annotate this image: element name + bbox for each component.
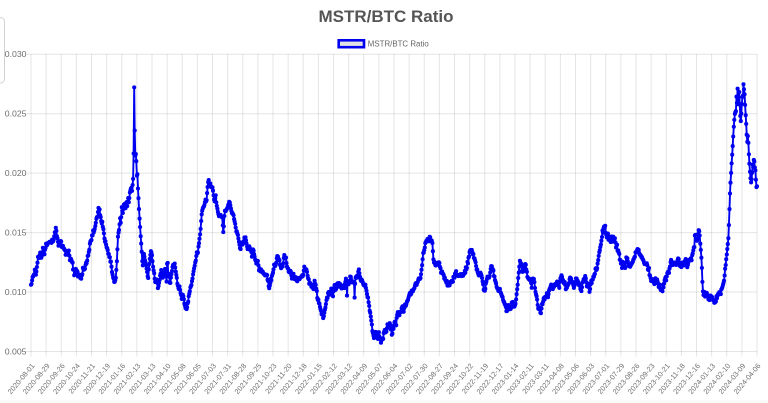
svg-text:0.015: 0.015 — [5, 228, 27, 238]
svg-text:0.030: 0.030 — [5, 49, 27, 59]
svg-text:MSTR/BTC Ratio: MSTR/BTC Ratio — [318, 7, 453, 26]
svg-text:0.020: 0.020 — [5, 168, 27, 178]
svg-text:0.025: 0.025 — [5, 109, 27, 119]
svg-text:0.010: 0.010 — [5, 287, 27, 297]
svg-text:0.005: 0.005 — [5, 347, 27, 357]
svg-text:MSTR/BTC Ratio: MSTR/BTC Ratio — [368, 40, 430, 49]
